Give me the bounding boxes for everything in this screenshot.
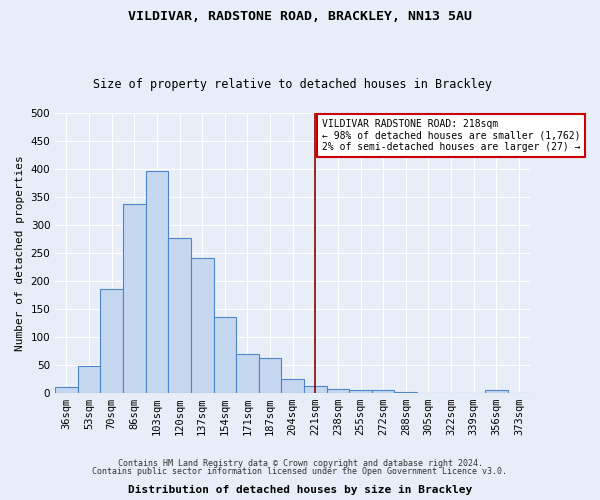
Bar	[191, 258, 214, 392]
Bar	[326, 390, 349, 392]
Text: Contains public sector information licensed under the Open Government Licence v3: Contains public sector information licen…	[92, 467, 508, 476]
Bar	[146, 170, 168, 392]
Y-axis label: Number of detached properties: Number of detached properties	[15, 155, 25, 350]
Bar	[485, 390, 508, 392]
Bar	[259, 358, 281, 392]
Text: Contains HM Land Registry data © Crown copyright and database right 2024.: Contains HM Land Registry data © Crown c…	[118, 458, 482, 468]
Text: Distribution of detached houses by size in Brackley: Distribution of detached houses by size …	[128, 485, 472, 495]
Bar	[55, 387, 78, 392]
Bar	[100, 289, 123, 393]
Bar	[78, 366, 100, 392]
Text: VILDIVAR, RADSTONE ROAD, BRACKLEY, NN13 5AU: VILDIVAR, RADSTONE ROAD, BRACKLEY, NN13 …	[128, 10, 472, 23]
Bar	[236, 354, 259, 393]
Bar	[214, 316, 236, 392]
Title: Size of property relative to detached houses in Brackley: Size of property relative to detached ho…	[93, 78, 492, 91]
Bar	[372, 390, 394, 392]
Bar	[304, 386, 326, 392]
Bar	[281, 378, 304, 392]
Bar	[123, 204, 146, 392]
Bar	[349, 390, 372, 392]
Bar	[168, 238, 191, 392]
Text: VILDIVAR RADSTONE ROAD: 218sqm
← 98% of detached houses are smaller (1,762)
2% o: VILDIVAR RADSTONE ROAD: 218sqm ← 98% of …	[322, 118, 581, 152]
